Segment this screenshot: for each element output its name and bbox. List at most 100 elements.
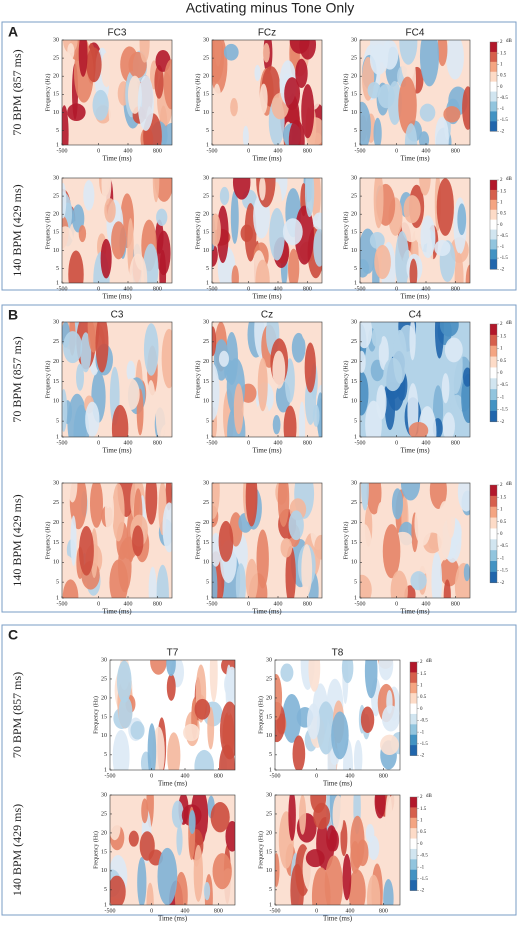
tf-map-texture	[275, 673, 283, 721]
tf-map-texture	[272, 415, 281, 435]
tf-map-texture	[212, 483, 220, 519]
y-tick-label: 30	[351, 37, 357, 43]
x-tick-label: -500	[57, 286, 68, 292]
colorbar-tick-label: -1.5	[500, 408, 508, 413]
colorbar-tick-label: 0	[420, 707, 423, 712]
tf-map-texture	[166, 660, 176, 677]
row-label: 70 BPM (857 ms)	[10, 49, 24, 135]
tf-map-texture	[395, 231, 410, 283]
tf-map-texture	[300, 322, 314, 342]
colorbar-segment	[490, 571, 497, 584]
tf-map-texture	[171, 800, 184, 828]
y-tick-label: 15	[203, 92, 209, 98]
plot-frame	[211, 321, 323, 438]
tf-map	[275, 795, 400, 905]
tf-map-texture	[439, 322, 459, 337]
x-axis-label: Time (ms)	[400, 293, 430, 301]
colorbar-tick-label: 0.5	[420, 830, 427, 835]
tf-map-texture	[139, 831, 155, 861]
row-label: 140 BPM (429 ms)	[10, 494, 24, 586]
colorbar-tick-label: -0.5	[420, 719, 428, 724]
colorbar-segment	[410, 682, 417, 694]
y-tick-label: 1	[354, 595, 357, 601]
y-axis-label: Frequency (Hz)	[194, 522, 201, 560]
y-tick-label: 20	[266, 830, 272, 836]
tf-map-texture	[104, 489, 115, 534]
tf-map-texture	[341, 660, 354, 684]
y-tick-label: 30	[351, 175, 357, 181]
y-tick-label: 30	[203, 480, 209, 486]
tf-map-texture	[143, 323, 159, 376]
tf-map-texture	[420, 215, 436, 259]
tf-map-texture	[86, 47, 102, 83]
tf-map-texture	[400, 483, 421, 501]
tf-map-texture	[282, 218, 303, 246]
x-tick-label: 400	[422, 286, 431, 292]
y-tick-label: 10	[266, 733, 272, 739]
x-tick-label: 0	[247, 286, 250, 292]
colorbar-tick-label: -0.5	[500, 96, 508, 101]
electrode-title: T8	[332, 648, 344, 659]
y-tick-label: 25	[203, 55, 209, 61]
tf-map-texture	[399, 40, 418, 65]
tf-map-texture	[159, 249, 167, 283]
colorbar-unit: dB	[506, 321, 513, 326]
colorbar-unit: dB	[506, 482, 513, 487]
colorbar-tick-label: 1	[500, 347, 503, 352]
tf-map-texture	[62, 554, 75, 579]
tf-map-texture	[312, 404, 320, 427]
tf-map	[360, 483, 470, 598]
tf-map-texture	[360, 350, 366, 374]
y-tick-label: 20	[203, 359, 209, 365]
tf-map-texture	[235, 563, 246, 598]
y-tick-label: 10	[203, 399, 209, 405]
tf-map-texture	[245, 558, 258, 598]
plot-frame	[274, 659, 401, 771]
tf-map-texture	[462, 86, 470, 130]
x-tick-label: 400	[124, 148, 133, 154]
row-label: 70 BPM (857 ms)	[10, 672, 24, 758]
x-axis-label: Time (ms)	[102, 293, 132, 301]
tf-map-texture	[219, 744, 235, 770]
x-tick-label: -500	[57, 440, 68, 446]
colorbar-tick-label: 1	[420, 819, 423, 824]
y-tick-label: 1	[354, 434, 357, 440]
y-tick-label: 20	[351, 74, 357, 80]
y-tick-label: 1	[104, 767, 107, 773]
tf-map-texture	[290, 863, 304, 905]
tf-map-texture	[377, 84, 395, 109]
y-tick-label: 25	[203, 500, 209, 506]
tf-map-texture	[257, 358, 268, 412]
colorbar-unit: dB	[426, 659, 433, 664]
x-tick-label: 800	[379, 908, 388, 914]
tf-map-texture	[68, 250, 84, 283]
y-tick-label: 30	[203, 319, 209, 325]
tf-map-texture	[446, 491, 456, 539]
tf-map-texture	[376, 384, 387, 420]
y-tick-label: 20	[203, 74, 209, 80]
tf-map-texture	[332, 795, 344, 835]
y-tick-label: 10	[53, 248, 59, 254]
colorbar-tick-label: 0	[500, 532, 503, 537]
tf-map	[212, 322, 322, 437]
y-tick-label: 20	[266, 695, 272, 701]
tf-map-texture	[150, 660, 167, 675]
colorbar-tick-label: 1	[500, 200, 503, 205]
tf-map-texture	[216, 130, 236, 145]
y-tick-label: 30	[101, 657, 107, 663]
colorbar-tick-label: -1	[500, 395, 505, 400]
tf-map-texture	[167, 732, 181, 770]
tf-map-texture	[371, 327, 382, 348]
y-axis-label: Frequency (Hz)	[342, 74, 349, 112]
tf-map-texture	[212, 98, 227, 134]
y-axis-label: Frequency (Hz)	[194, 361, 201, 399]
colorbar-tick-label: 2	[500, 322, 503, 327]
tf-map-texture	[353, 739, 363, 770]
plot-frame	[359, 321, 471, 438]
colorbar-segment	[490, 389, 497, 401]
y-tick-label: 20	[53, 212, 59, 218]
tf-map	[212, 40, 322, 145]
y-tick-label: 20	[53, 520, 59, 526]
x-tick-label: 800	[153, 286, 162, 292]
tf-map-texture	[439, 556, 460, 587]
